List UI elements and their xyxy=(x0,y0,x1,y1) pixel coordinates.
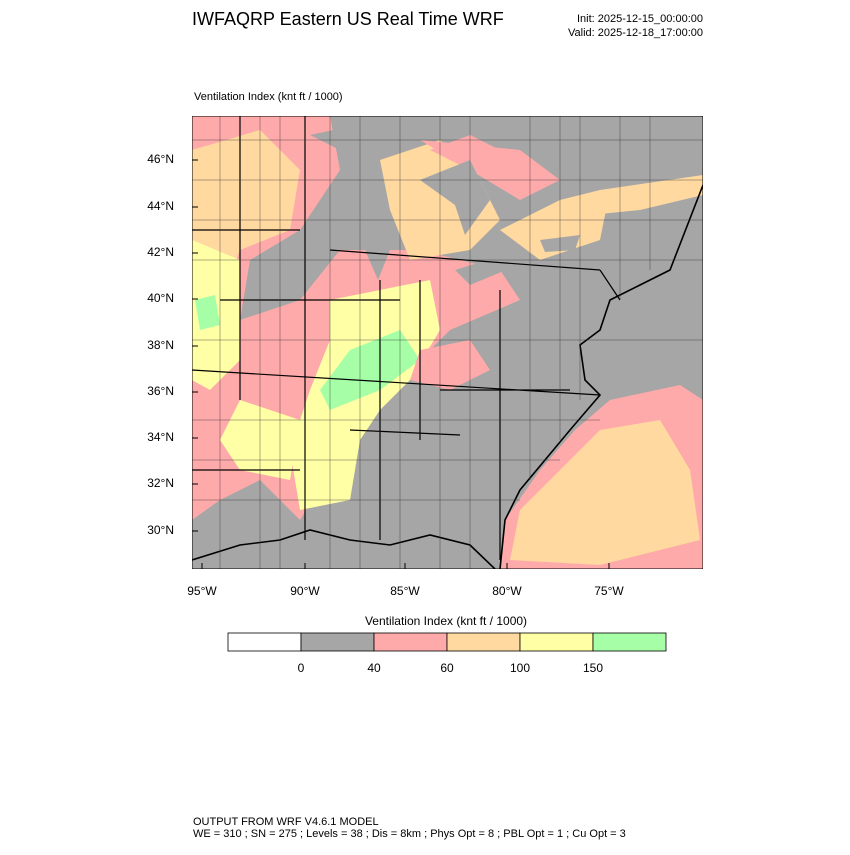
axes: 46°N 44°N 42°N 40°N 38°N 36°N 34°N 32°N 30°N 95°W… xyxy=(147,152,624,598)
map xyxy=(192,116,703,569)
colorbar-label: 0 xyxy=(298,661,305,675)
gulf xyxy=(192,530,495,569)
lat-label: 46°N xyxy=(147,152,174,166)
colorbar-box xyxy=(446,632,521,652)
lon-label: 80°W xyxy=(492,584,522,598)
colorbar-label: 150 xyxy=(583,661,603,675)
title: IWFAQRP Eastern US Real Time WRF xyxy=(192,9,504,29)
colorbar-label: 100 xyxy=(510,661,530,675)
colorbar-box xyxy=(227,632,302,652)
colorbar-box xyxy=(373,632,448,652)
colorbar-box xyxy=(592,632,667,652)
lon-label: 95°W xyxy=(187,584,217,598)
lat-label: 42°N xyxy=(147,245,174,259)
state-border xyxy=(192,116,621,560)
lat-label: 34°N xyxy=(147,430,174,444)
lake xyxy=(365,190,390,280)
valid-time: Valid: 2025-12-18_17:00:00 xyxy=(568,27,703,39)
county-border xyxy=(192,116,703,569)
lake xyxy=(420,160,490,235)
colorbar: 0 40 60 100 150 xyxy=(227,632,667,675)
footer-line: WE = 310 ; SN = 275 ; Levels = 38 ; Dis … xyxy=(193,828,626,840)
legend-title: Ventilation Index (knt ft / 1000) xyxy=(365,614,527,628)
lake xyxy=(310,120,400,150)
coastline xyxy=(499,184,703,569)
lon-label: 90°W xyxy=(290,584,320,598)
colorbar-box xyxy=(519,632,594,652)
region xyxy=(560,175,703,215)
lat-label: 40°N xyxy=(147,291,174,305)
coastline xyxy=(192,529,496,569)
region xyxy=(195,295,220,330)
lat-label: 32°N xyxy=(147,476,174,490)
colorbar-label: 60 xyxy=(440,661,454,675)
colorbar-label: 40 xyxy=(367,661,381,675)
region xyxy=(430,135,520,175)
lon-label: 85°W xyxy=(390,584,420,598)
footer-line: OUTPUT FROM WRF V4.6.1 MODEL xyxy=(193,816,379,828)
lat-label: 44°N xyxy=(147,199,174,213)
lake xyxy=(455,250,530,285)
lat-label: 36°N xyxy=(147,384,174,398)
field-label: Ventilation Index (knt ft / 1000) xyxy=(194,91,343,103)
lat-label: 30°N xyxy=(147,523,174,537)
region xyxy=(320,330,420,410)
init-time: Init: 2025-12-15_00:00:00 xyxy=(577,13,703,25)
region xyxy=(510,420,700,565)
lon-label: 75°W xyxy=(594,584,624,598)
lat-label: 38°N xyxy=(147,338,174,352)
colorbar-box xyxy=(300,632,375,652)
